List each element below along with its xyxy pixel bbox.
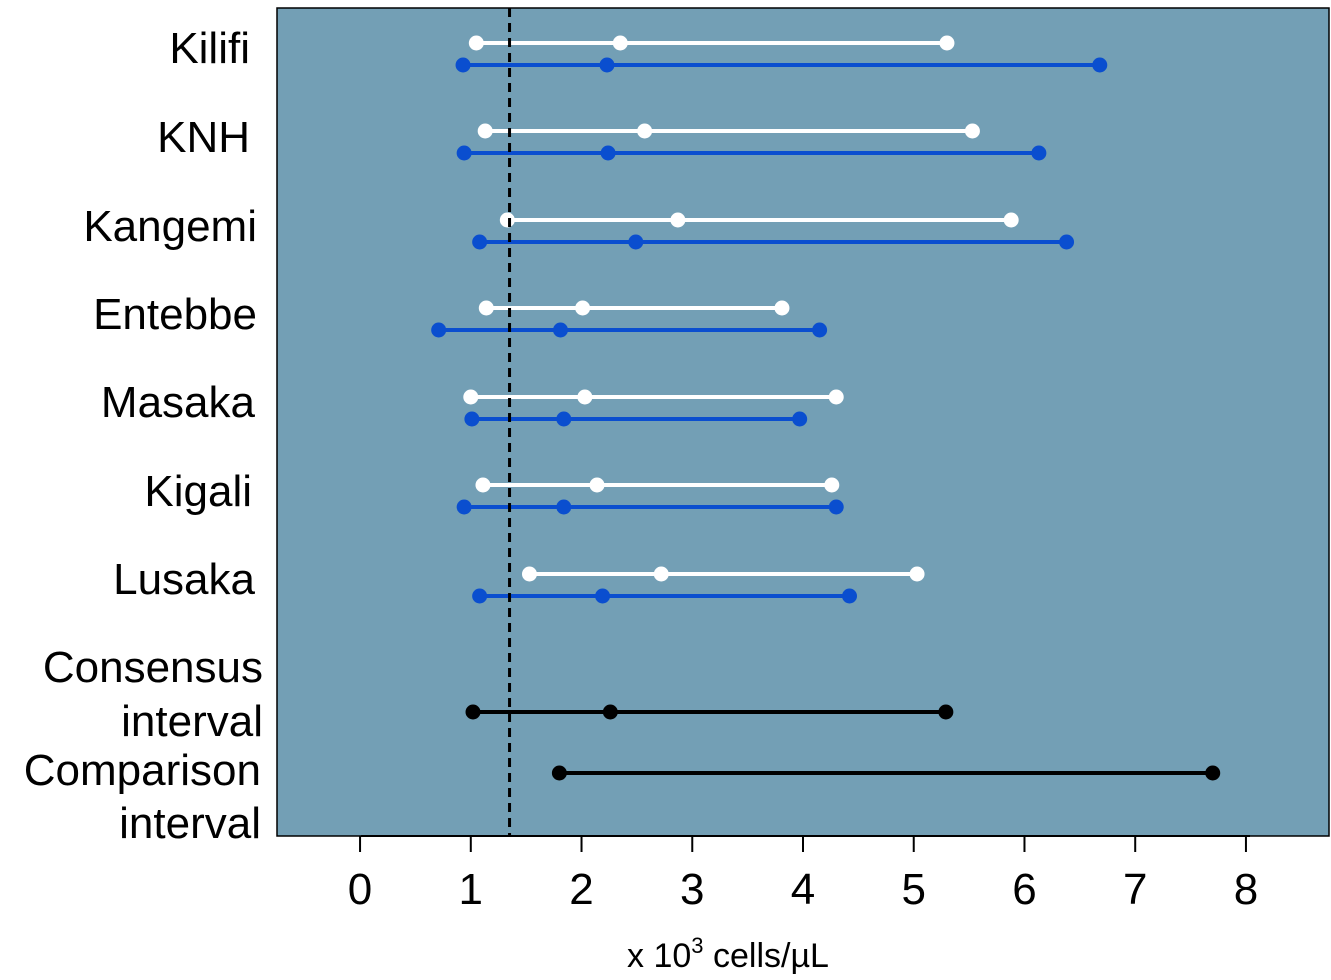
category-2-white-median-point bbox=[670, 212, 686, 228]
category-3-white-median-point bbox=[575, 300, 591, 316]
category-5-blue-high-point bbox=[828, 499, 844, 515]
category-3-blue-high-point bbox=[812, 322, 828, 338]
x-axis-title-superscript: 3 bbox=[691, 933, 703, 958]
category-4-blue-median-point bbox=[556, 411, 572, 427]
x-axis-title: x 103 cells/µL bbox=[627, 933, 829, 975]
category-label: Comparison bbox=[24, 746, 261, 795]
category-0-blue-low-point bbox=[455, 57, 471, 73]
category-0-blue-median-point bbox=[599, 57, 615, 73]
category-1-blue-median-point bbox=[600, 145, 616, 161]
category-2-blue-low-point bbox=[472, 234, 488, 250]
category-8-black-low-point bbox=[551, 765, 567, 781]
x-axis-title-prefix: x 10 bbox=[627, 937, 691, 975]
category-1-blue-low-point bbox=[456, 145, 472, 161]
category-1-white-high-point bbox=[964, 123, 980, 139]
category-6-blue-high-point bbox=[842, 588, 858, 604]
category-3-blue-low-point bbox=[431, 322, 447, 338]
category-4-blue-low-point bbox=[464, 411, 480, 427]
x-tick-label: 4 bbox=[791, 865, 815, 914]
category-1-white-low-point bbox=[477, 123, 493, 139]
category-2-blue-high-point bbox=[1059, 234, 1075, 250]
x-tick-label: 1 bbox=[459, 865, 483, 914]
category-label: interval bbox=[121, 697, 263, 746]
category-4-white-low-point bbox=[463, 389, 479, 405]
category-6-blue-low-point bbox=[472, 588, 488, 604]
category-7-black-high-point bbox=[938, 704, 954, 720]
x-tick-label: 5 bbox=[901, 865, 925, 914]
category-label: Consensus bbox=[43, 643, 263, 692]
category-label: KNH bbox=[157, 113, 250, 162]
category-5-white-median-point bbox=[589, 477, 605, 493]
x-tick-label: 7 bbox=[1123, 865, 1147, 914]
x-tick-label: 3 bbox=[680, 865, 704, 914]
category-1-white-median-point bbox=[637, 123, 653, 139]
category-4-white-high-point bbox=[828, 389, 844, 405]
x-axis-title-suffix: cells/µL bbox=[704, 937, 829, 975]
x-tick-label: 0 bbox=[348, 865, 372, 914]
category-1-blue-high-point bbox=[1031, 145, 1047, 161]
category-label: Entebbe bbox=[93, 290, 257, 339]
category-2-white-high-point bbox=[1003, 212, 1019, 228]
category-7-black-low-point bbox=[465, 704, 481, 720]
x-tick-label: 2 bbox=[569, 865, 593, 914]
category-label: Masaka bbox=[101, 378, 256, 427]
category-0-blue-high-point bbox=[1092, 57, 1108, 73]
category-6-white-low-point bbox=[521, 566, 537, 582]
category-4-blue-high-point bbox=[792, 411, 808, 427]
category-0-white-high-point bbox=[939, 35, 955, 51]
category-6-white-high-point bbox=[909, 566, 925, 582]
x-tick-label: 8 bbox=[1234, 865, 1258, 914]
category-4-white-median-point bbox=[577, 389, 593, 405]
category-0-white-low-point bbox=[468, 35, 484, 51]
category-3-white-low-point bbox=[478, 300, 494, 316]
category-7-black-median-point bbox=[602, 704, 618, 720]
category-5-blue-median-point bbox=[556, 499, 572, 515]
category-3-white-high-point bbox=[774, 300, 790, 316]
category-label: Kigali bbox=[144, 467, 252, 516]
category-label: Lusaka bbox=[113, 555, 255, 604]
category-6-blue-median-point bbox=[595, 588, 611, 604]
category-5-white-high-point bbox=[824, 477, 840, 493]
category-label: Kilifi bbox=[169, 24, 250, 73]
category-5-white-low-point bbox=[475, 477, 491, 493]
category-label: interval bbox=[119, 799, 261, 848]
x-axis-ticks: 0 1 2 3 4 5 6 7 8 bbox=[348, 836, 1258, 914]
category-0-white-median-point bbox=[612, 35, 628, 51]
category-label: Kangemi bbox=[83, 202, 257, 251]
category-6-white-median-point bbox=[653, 566, 669, 582]
intervals-layer bbox=[431, 35, 1221, 781]
category-2-white-low-point bbox=[499, 212, 515, 228]
category-8-black-high-point bbox=[1205, 765, 1221, 781]
category-labels: Kilifi KNH Kangemi Entebbe Masaka Kigali Lusak… bbox=[24, 24, 263, 848]
category-3-blue-median-point bbox=[552, 322, 568, 338]
category-5-blue-low-point bbox=[456, 499, 472, 515]
x-tick-label: 6 bbox=[1012, 865, 1036, 914]
category-2-blue-median-point bbox=[628, 234, 644, 250]
